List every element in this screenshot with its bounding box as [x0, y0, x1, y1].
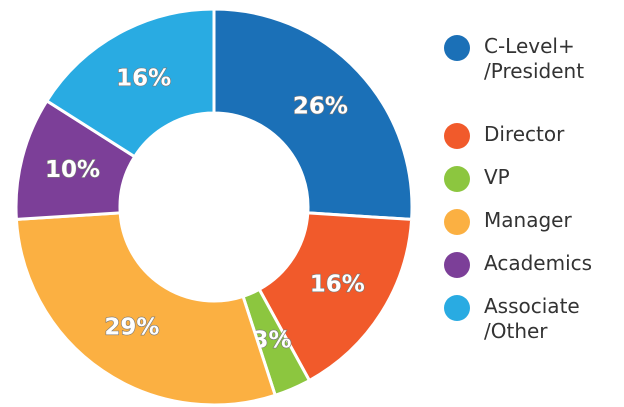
legend-label: Academics: [484, 251, 593, 275]
slice: [14, 211, 278, 407]
legend-label: C-Level+ /President: [484, 34, 585, 83]
legend-swatch: [444, 35, 470, 61]
legend-item: Associate /Other: [444, 294, 619, 382]
legend-item: VP: [444, 165, 619, 208]
legend-swatch: [444, 166, 470, 192]
slice: [212, 7, 414, 222]
legend-swatch: [444, 252, 470, 278]
legend-label: Associate /Other: [484, 294, 580, 343]
slice-label: 26%: [293, 94, 348, 120]
legend-item: C-Level+ /President: [444, 34, 619, 122]
legend-label: Manager: [484, 208, 572, 232]
slice-label: 29%: [104, 314, 159, 340]
slice: [257, 211, 414, 383]
legend-label: Director: [484, 122, 565, 146]
legend-item: Manager: [444, 208, 619, 251]
legend-item: Director: [444, 122, 619, 165]
slice-label: 16%: [116, 66, 171, 92]
slice-label: 10%: [45, 157, 100, 183]
legend-item: Academics: [444, 251, 619, 294]
legend: C-Level+ /President Director VP Manager Acad…: [444, 34, 619, 382]
slice: [44, 7, 216, 159]
legend-swatch: [444, 295, 470, 321]
legend-swatch: [444, 123, 470, 149]
legend-label: VP: [484, 165, 510, 189]
legend-swatch: [444, 209, 470, 235]
slice-label: 16%: [310, 272, 365, 298]
